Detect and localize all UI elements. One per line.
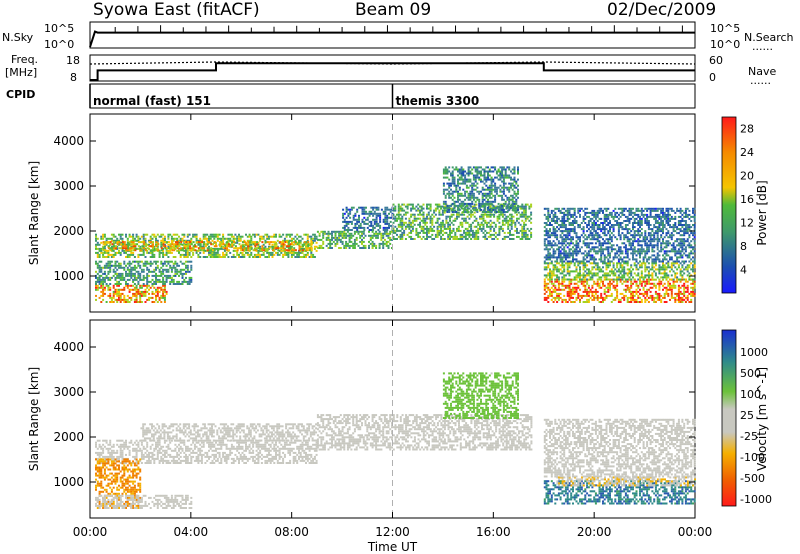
y-tick-label: 3000 [53,385,84,399]
freq-unit-label: [MHz] [5,66,38,79]
time-tick-label: 04:00 [174,525,209,539]
power-colorbar-tick: 28 [740,123,754,136]
nsky-tick-bottom: 10^0 [44,38,74,51]
nave-label: Nave [748,65,777,78]
nave-dots: ...... [750,74,771,87]
y-tick-label: 1000 [53,475,84,489]
data-region [102,241,313,252]
time-axis: 00:00 04:00 08:00 12:00 16:00 20:00 00:00 Time … [73,525,713,554]
data-region [442,166,519,213]
power-panel: 1000 2000 3000 4000 Slant Range [km] Power [d… [27,113,769,313]
data-region [543,418,696,478]
power-colorbar-tick: 16 [740,193,754,206]
y-tick-label: 3000 [53,179,84,193]
data-region [543,207,696,263]
y-tick-label: 1000 [53,269,84,283]
beam-title: Beam 09 [355,0,432,20]
data-region [316,414,533,451]
velocity-colorbar-tick: 25 [740,409,754,422]
y-tick-label: 2000 [53,430,84,444]
velocity-colorbar-tick: -1000 [740,493,772,506]
data-region [95,439,318,464]
colorbar-label: Velocity [m s^-1] [755,367,769,471]
velocity-panel: 1000 2000 3000 4000 Slant Range [km] Velocity… [27,319,769,519]
data-region [543,278,696,303]
time-tick-label: 00:00 [678,525,713,539]
nsky-panel [89,21,696,49]
power-colorbar-tick: 4 [740,264,747,277]
velocity-colorbar [721,329,737,507]
status-lines [89,25,696,81]
cpid-label: CPID [6,88,36,101]
time-tick-label: 08:00 [274,525,309,539]
data-region [95,260,193,285]
data-region [95,284,168,303]
data-region [543,262,696,281]
mode-label: normal (fast) 151 [93,94,211,108]
power-colorbar-tick: 12 [740,217,754,230]
y-tick-label: 2000 [53,224,84,238]
time-tick-label: 12:00 [375,525,410,539]
data-region [95,494,193,509]
freq-label: Freq. [11,53,39,66]
freq-series-line [90,62,695,81]
velocity-colorbar-tick: 100 [740,388,761,401]
y-tick-label: 4000 [53,340,84,354]
data-region [442,372,519,419]
power-colorbar-tick: 8 [740,240,747,253]
power-colorbar-tick: 20 [740,170,754,183]
power-colorbar [721,116,737,294]
y-axis-label: Slant Range [km] [27,161,41,265]
y-axis-label: Slant Range [km] [27,367,41,471]
data-region [342,206,394,231]
colorbar-ticks: 28 24 20 16 12 8 4 1000 500 100 25 -25 -100 -500 -1000 [740,123,772,506]
nsearch-dots: ...... [752,40,773,53]
mode-label: themis 3300 [396,94,480,108]
data-region [316,230,393,249]
y-tick-label: 4000 [53,134,84,148]
velocity-colorbar-tick: 500 [740,367,761,380]
freq-tick-top: 18 [66,54,80,67]
velocity-colorbar-tick: 1000 [740,346,768,359]
data-region [392,203,533,240]
freq-tick-bottom: 8 [70,71,77,84]
data-region [95,458,142,509]
station-title: Syowa East (fitACF) [93,0,260,20]
power-colorbar-tick: 24 [740,146,754,159]
time-tick-label: 16:00 [476,525,511,539]
velocity-colorbar-tick: -25 [740,430,758,443]
nave-series-line [89,61,696,65]
nsearch-tick-top: 10^5 [710,22,740,35]
freq-panel [89,54,696,82]
velocity-colorbar-tick: -100 [740,451,765,464]
nsky-label: N.Sky [2,31,34,44]
nave-tick-bottom: 0 [709,71,716,84]
nsky-tick-top: 10^5 [44,22,74,35]
time-tick-label: 00:00 [73,525,108,539]
date-title: 02/Dec/2009 [607,0,717,20]
data-region [140,423,318,442]
time-tick-label: 20:00 [577,525,612,539]
time-axis-label: Time UT [367,540,418,554]
velocity-colorbar-tick: -500 [740,472,765,485]
nave-tick-top: 60 [709,54,723,67]
nsearch-label: N.Search [744,31,794,44]
nsky-series-line [89,30,695,48]
data-region [556,476,696,487]
colorbar-label: Power [dB] [755,180,769,245]
nsearch-tick-bottom: 10^0 [710,38,740,51]
cpid-modes: normal (fast) 151 themis 3300 [89,84,480,108]
